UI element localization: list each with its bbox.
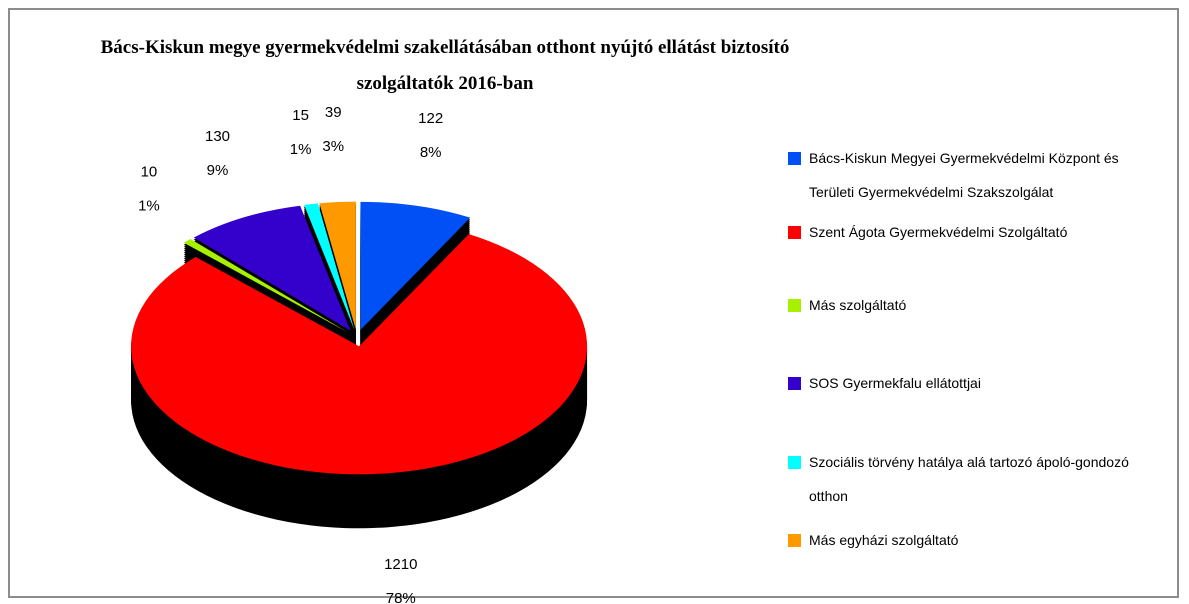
pie-slice xyxy=(131,234,588,475)
pie-slice xyxy=(304,203,355,330)
percent-label: 9% xyxy=(207,162,229,179)
legend-label: Más szolgáltató xyxy=(809,297,907,313)
legend-label: Más egyházi szolgáltató xyxy=(809,532,959,548)
legend-label: Bács-Kiskun Megyei Gyermekvédelmi Közpon… xyxy=(809,150,1119,200)
value-label: 15 xyxy=(292,107,309,124)
percent-label: 1% xyxy=(290,141,312,158)
chart-title: Bács-Kiskun megye gyermekvédelmi szakell… xyxy=(100,37,790,94)
pie-slice xyxy=(193,205,351,331)
pie-slice xyxy=(319,201,356,330)
legend-swatch xyxy=(788,152,801,165)
percent-label: 8% xyxy=(420,144,442,161)
legend-swatch xyxy=(788,456,801,469)
legend-swatch xyxy=(788,299,801,312)
legend-label: Szociális törvény hatálya alá tartozó áp… xyxy=(809,454,1129,504)
value-label: 130 xyxy=(205,128,230,145)
legend-swatch xyxy=(788,226,801,239)
percent-label: 1% xyxy=(138,197,160,214)
value-label: 1210 xyxy=(384,556,417,573)
percent-label: 3% xyxy=(322,138,344,155)
pie-slice xyxy=(183,239,348,333)
legend-swatch xyxy=(788,534,801,547)
value-label: 122 xyxy=(418,110,443,127)
value-label: 10 xyxy=(141,163,158,180)
percent-label: 78% xyxy=(386,590,416,604)
value-label: 39 xyxy=(325,104,342,121)
legend-label: SOS Gyermekfalu ellátottjai xyxy=(809,375,981,391)
legend-swatch xyxy=(788,377,801,390)
chart-frame xyxy=(8,8,1179,598)
legend-label: Szent Ágota Gyermekvédelmi Szolgáltató xyxy=(809,224,1068,240)
pie-slice xyxy=(360,201,471,330)
